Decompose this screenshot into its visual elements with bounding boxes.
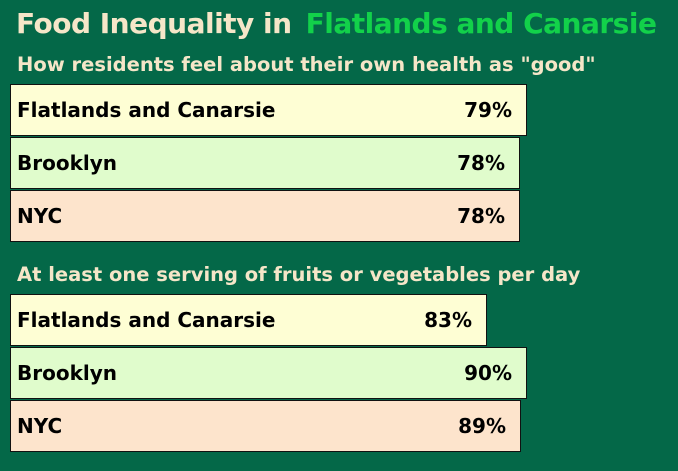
- bar: Flatlands and Canarsie 79%: [10, 84, 527, 136]
- title-lead: Food Inequality in: [16, 7, 292, 40]
- bar-category-label: Brooklyn: [17, 361, 118, 385]
- bar-value-label: 89%: [458, 414, 506, 438]
- bar: Brooklyn 78%: [10, 137, 520, 189]
- bar-value-label: 79%: [464, 98, 512, 122]
- bar: NYC 78%: [10, 190, 520, 242]
- bar-category-label: Flatlands and Canarsie: [17, 98, 276, 122]
- bar-category-label: NYC: [17, 204, 63, 228]
- bar-category-label: NYC: [17, 414, 63, 438]
- bar: NYC 89%: [10, 400, 521, 452]
- bar-value-label: 90%: [464, 361, 512, 385]
- page-title: Food Inequality in Flatlands and Canarsie: [16, 4, 657, 44]
- bar-value-label: 78%: [457, 204, 505, 228]
- chart-2-title: At least one serving of fruits or vegeta…: [17, 263, 581, 286]
- bar-value-label: 83%: [424, 308, 472, 332]
- bar: Flatlands and Canarsie 83%: [10, 294, 487, 346]
- bar-category-label: Brooklyn: [17, 151, 118, 175]
- bar-value-label: 78%: [457, 151, 505, 175]
- title-place: Flatlands and Canarsie: [305, 7, 657, 40]
- bar-category-label: Flatlands and Canarsie: [17, 308, 276, 332]
- chart-1-title: How residents feel about their own healt…: [17, 53, 596, 76]
- bar: Brooklyn 90%: [10, 347, 527, 399]
